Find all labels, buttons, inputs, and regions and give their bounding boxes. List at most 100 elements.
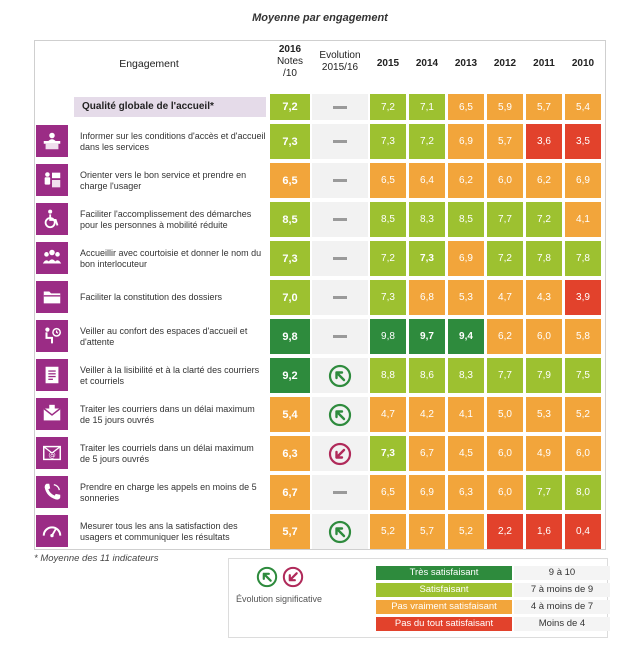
arrow-up-left-icon — [328, 520, 352, 544]
row-year-cell: 7,9 — [526, 358, 562, 393]
no-change-dash — [333, 218, 347, 221]
row-icon-box — [36, 125, 68, 157]
header-evolution-label: Evolution — [312, 50, 368, 62]
row-year-cell: 7,2 — [487, 241, 523, 276]
row-icon-box — [36, 476, 68, 508]
row-year-cell: 4,7 — [487, 280, 523, 315]
row-year-cell: 4,1 — [565, 202, 601, 237]
row-note-cell: 9,8 — [270, 319, 310, 354]
row-note-cell: 5,7 — [270, 514, 310, 549]
row-year-cell: 9,4 — [448, 319, 484, 354]
no-change-dash — [333, 335, 347, 338]
row-icon-box — [36, 242, 68, 274]
header-notes-label: Notes — [268, 56, 312, 68]
row-year-cell: 5,3 — [526, 397, 562, 432]
row-icon-box — [36, 515, 68, 547]
legend-color-box: Pas du tout satisfaisant — [376, 617, 512, 631]
row-note-cell: 6,7 — [270, 475, 310, 510]
row-note-cell: 9,2 — [270, 358, 310, 393]
row-year-cell: 5,8 — [565, 319, 601, 354]
row-evolution-cell — [312, 124, 368, 159]
global-year-cell: 5,9 — [487, 94, 523, 120]
header-notes-year: 2016 — [268, 44, 312, 56]
legend-arrows — [256, 566, 304, 588]
row-year-cell: 8,3 — [409, 202, 445, 237]
row-year-cell: 6,7 — [409, 436, 445, 471]
row-year-cell: 6,0 — [487, 475, 523, 510]
row-year-cell: 6,3 — [448, 475, 484, 510]
row-evolution-cell — [312, 358, 368, 393]
row-year-cell: 4,9 — [526, 436, 562, 471]
row-note-cell: 7,0 — [270, 280, 310, 315]
phone-icon — [41, 481, 63, 503]
row-label: Traiter les courriels dans un délai maxi… — [80, 443, 266, 465]
row-year-cell: 9,7 — [409, 319, 445, 354]
row-year-cell: 8,0 — [565, 475, 601, 510]
row-year-cell: 5,3 — [448, 280, 484, 315]
row-year-cell: 6,0 — [565, 436, 601, 471]
global-quality-label: Qualité globale de l'accueil* — [74, 97, 266, 117]
row-year-cell: 6,0 — [487, 163, 523, 198]
row-year-cell: 4,3 — [526, 280, 562, 315]
row-year-cell: 3,6 — [526, 124, 562, 159]
wheelchair-icon — [41, 208, 63, 230]
row-year-cell: 6,9 — [565, 163, 601, 198]
row-year-cell: 6,9 — [448, 124, 484, 159]
row-year-cell: 7,7 — [526, 475, 562, 510]
legend-range: 4 à moins de 7 — [514, 600, 610, 614]
global-year-cell: 5,7 — [526, 94, 562, 120]
row-year-cell: 8,6 — [409, 358, 445, 393]
row-note-cell: 7,3 — [270, 124, 310, 159]
row-year-cell: 2,2 — [487, 514, 523, 549]
no-change-dash — [333, 179, 347, 182]
row-year-cell: 1,6 — [526, 514, 562, 549]
row-label: Mesurer tous les ans la satisfaction des… — [80, 521, 266, 543]
row-label: Faciliter la constitution des dossiers — [80, 292, 266, 303]
row-label: Informer sur les conditions d'accès et d… — [80, 131, 266, 153]
legend-color-box: Très satisfaisant — [376, 566, 512, 580]
row-note-cell: 7,3 — [270, 241, 310, 276]
header-year-2013: 2013 — [447, 58, 485, 70]
header-year-2010: 2010 — [564, 58, 602, 70]
row-year-cell: 8,5 — [370, 202, 406, 237]
row-year-cell: 7,7 — [487, 358, 523, 393]
arrow-down-left-icon — [282, 566, 304, 588]
row-icon-box — [36, 398, 68, 430]
document-icon — [41, 364, 63, 386]
global-year-cell: 7,1 — [409, 94, 445, 120]
row-icon-box — [36, 203, 68, 235]
gauge-icon — [41, 520, 63, 542]
header-engagement: Engagement — [36, 58, 262, 70]
row-year-cell: 4,7 — [370, 397, 406, 432]
row-year-cell: 6,8 — [409, 280, 445, 315]
row-year-cell: 6,5 — [370, 475, 406, 510]
row-year-cell: 7,7 — [487, 202, 523, 237]
row-year-cell: 5,7 — [487, 124, 523, 159]
row-year-cell: 7,8 — [565, 241, 601, 276]
row-label: Accueillir avec courtoisie et donner le … — [80, 248, 266, 270]
row-year-cell: 6,2 — [487, 319, 523, 354]
row-year-cell: 7,8 — [526, 241, 562, 276]
row-year-cell: 5,0 — [487, 397, 523, 432]
row-year-cell: 6,0 — [487, 436, 523, 471]
row-year-cell: 4,5 — [448, 436, 484, 471]
header-year-2014: 2014 — [408, 58, 446, 70]
footnote: * Moyenne des 11 indicateurs — [34, 553, 158, 564]
row-label: Traiter les courriers dans un délai maxi… — [80, 404, 266, 426]
row-year-cell: 6,9 — [448, 241, 484, 276]
global-evolution-cell — [312, 94, 368, 120]
no-change-dash — [333, 257, 347, 260]
folder-icon — [41, 286, 63, 308]
row-note-cell: 8,5 — [270, 202, 310, 237]
waiting-room-icon — [41, 325, 63, 347]
row-note-cell: 6,3 — [270, 436, 310, 471]
row-icon-box — [36, 164, 68, 196]
no-change-dash — [333, 491, 347, 494]
row-year-cell: 6,2 — [448, 163, 484, 198]
legend-color-box: Pas vraiment satisfaisant — [376, 600, 512, 614]
row-year-cell: 5,2 — [565, 397, 601, 432]
global-year-cell: 6,5 — [448, 94, 484, 120]
row-year-cell: 6,0 — [526, 319, 562, 354]
header-notes-scale: /10 — [268, 68, 312, 80]
row-evolution-cell — [312, 241, 368, 276]
